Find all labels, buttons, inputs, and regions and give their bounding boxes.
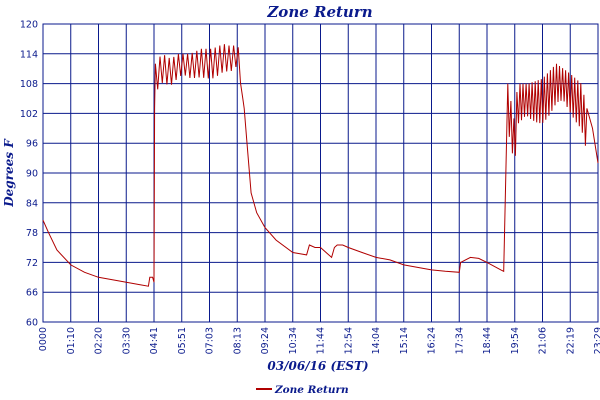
series-line-zone-return xyxy=(42,44,599,287)
x-tick-label: 08:13 xyxy=(232,327,243,354)
x-tick-labels: 0000 01:10 02:20 03:30 04:41 05:51 07:03 08:13 0… xyxy=(38,327,600,354)
x-tick-label: 0000 xyxy=(38,327,49,351)
x-tick-label: 03:30 xyxy=(121,327,132,354)
x-tick-label: 11:44 xyxy=(316,327,327,354)
x-tick-label: 21:06 xyxy=(538,327,549,354)
plot-grid xyxy=(42,23,599,323)
x-tick-label: 01:10 xyxy=(66,327,77,354)
y-tick-label: 90 xyxy=(26,169,38,180)
x-tick-label: 10:34 xyxy=(288,327,299,354)
y-tick-label: 102 xyxy=(20,109,38,120)
y-tick-label: 96 xyxy=(26,139,38,150)
x-tick-label: 17:34 xyxy=(454,327,465,354)
x-tick-label: 04:41 xyxy=(149,327,160,354)
x-tick-label: 12:54 xyxy=(343,327,354,354)
x-axis-label: 03/06/16 (EST) xyxy=(267,359,368,373)
y-tick-label: 72 xyxy=(26,258,38,269)
x-tick-label: 07:03 xyxy=(205,327,216,354)
y-tick-label: 84 xyxy=(26,198,38,209)
y-tick-label: 120 xyxy=(20,20,38,31)
chart-title: Zone Return xyxy=(266,3,372,21)
y-axis-label: Degrees F xyxy=(2,138,16,208)
x-tick-label: 19:54 xyxy=(510,327,521,354)
x-tick-label: 05:51 xyxy=(177,327,188,354)
x-tick-label: 02:20 xyxy=(94,327,105,354)
x-tick-label: 14:04 xyxy=(371,327,382,354)
x-tick-label: 15:14 xyxy=(399,327,410,354)
x-tick-label: 22:19 xyxy=(565,327,576,354)
x-tick-label: 23:29 xyxy=(593,327,600,354)
legend-label: Zone Return xyxy=(274,384,349,396)
y-tick-label: 78 xyxy=(26,228,38,239)
y-tick-label: 66 xyxy=(26,288,38,299)
y-tick-label: 114 xyxy=(20,49,38,60)
y-tick-label: 108 xyxy=(20,79,38,90)
y-tick-label: 60 xyxy=(26,318,38,329)
x-tick-label: 16:24 xyxy=(427,327,438,354)
legend: Zone Return xyxy=(256,384,349,396)
x-tick-label: 18:44 xyxy=(482,327,493,354)
x-tick-label: 09:24 xyxy=(260,327,271,354)
y-tick-labels: 60 66 72 78 84 90 96 102 108 114 120 xyxy=(20,20,38,329)
plot-frame xyxy=(42,23,599,323)
